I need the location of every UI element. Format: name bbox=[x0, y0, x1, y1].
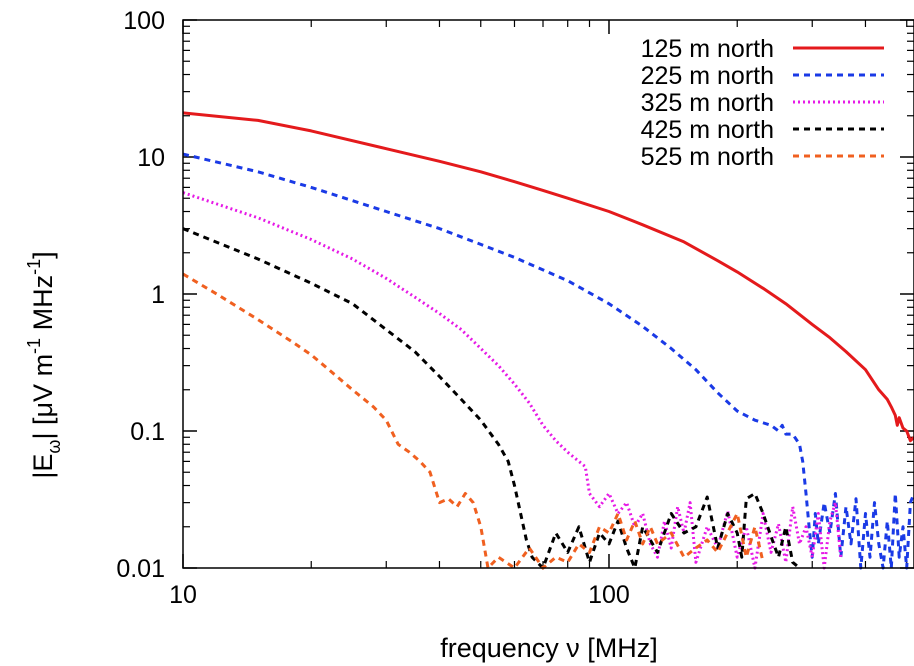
plot-frame bbox=[182, 19, 914, 569]
legend-label: 425 m north bbox=[641, 116, 774, 144]
series-layer bbox=[182, 111, 914, 570]
y-tick-label: 100 bbox=[123, 7, 165, 35]
y-axis-label-mhz: MHz bbox=[28, 275, 58, 338]
series-line-4 bbox=[182, 227, 801, 570]
y-axis-label-units: | [μV m bbox=[28, 354, 58, 440]
axis-layer: 0.01 0.1 1 10 100 10 100 bbox=[116, 7, 914, 609]
series-line-1 bbox=[182, 111, 914, 443]
y-axis-label-close: ] bbox=[28, 251, 58, 259]
y-axis-label-exp2: -1 bbox=[24, 259, 44, 275]
y-axis-label-exp1: -1 bbox=[24, 338, 44, 354]
x-tick-label: 10 bbox=[169, 581, 197, 609]
series-line-2 bbox=[182, 152, 914, 570]
y-tick-label: 0.1 bbox=[130, 418, 165, 446]
legend-label: 125 m north bbox=[641, 35, 774, 63]
series-line-3 bbox=[182, 191, 843, 570]
y-tick-label: 1 bbox=[151, 281, 165, 309]
legend-label: 225 m north bbox=[641, 62, 774, 90]
legend-label: 325 m north bbox=[641, 89, 774, 117]
legend-label: 525 m north bbox=[641, 143, 774, 171]
x-axis-label: frequency ν [MHz] bbox=[440, 633, 658, 663]
y-axis-label-main: |E bbox=[28, 454, 58, 479]
x-tick-label: 100 bbox=[588, 581, 630, 609]
y-tick-label: 0.01 bbox=[116, 555, 165, 583]
y-axis-label: |Eω| [μV m-1 MHz-1] bbox=[24, 251, 64, 478]
y-axis-label-subscript: ω bbox=[44, 440, 64, 454]
y-tick-label: 10 bbox=[137, 144, 165, 172]
